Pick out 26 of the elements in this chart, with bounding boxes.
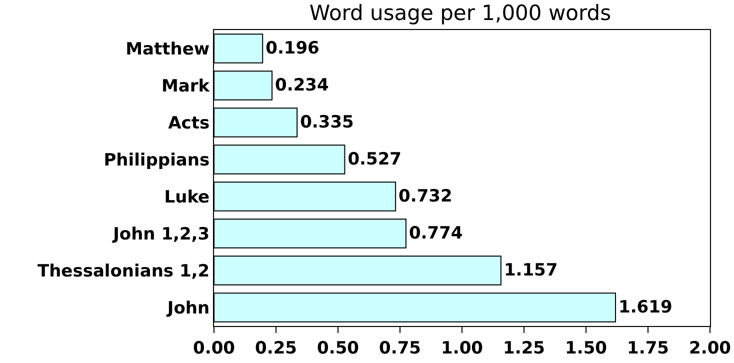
x-tick-label: 1.00	[441, 338, 484, 358]
data-label: 0.234	[275, 76, 329, 96]
x-tick-label: 2.00	[689, 338, 732, 358]
x-tick-label: 0.00	[193, 338, 236, 358]
y-tick-label: Luke	[164, 187, 210, 208]
y-tick-label: John	[166, 298, 210, 318]
x-tick-label: 0.25	[255, 338, 297, 358]
y-tick-label: John 1,2,3	[112, 224, 210, 244]
x-tick-label: 0.50	[317, 338, 360, 358]
x-tick-label: 1.50	[565, 338, 608, 358]
data-label: 0.732	[398, 186, 452, 206]
y-tick-label: Mark	[162, 76, 210, 96]
y-tick-label: Philippians	[104, 150, 210, 170]
y-tick-label: Matthew	[126, 39, 210, 60]
data-label: 0.335	[300, 112, 354, 132]
x-tick-label: 0.75	[379, 338, 421, 358]
y-tick-label: Acts	[168, 113, 210, 134]
data-label: 1.619	[618, 298, 672, 318]
x-tick-label: 1.75	[627, 338, 669, 358]
data-label: 0.196	[266, 38, 320, 58]
data-label: 0.527	[348, 150, 402, 170]
data-label: 0.774	[408, 224, 463, 244]
x-tick-label: 1.25	[503, 338, 545, 358]
data-label: 1.157	[504, 260, 558, 280]
chart-title: Word usage per 1,000 words	[309, 1, 612, 26]
y-tick-label: Thessalonians 1,2	[37, 261, 210, 282]
